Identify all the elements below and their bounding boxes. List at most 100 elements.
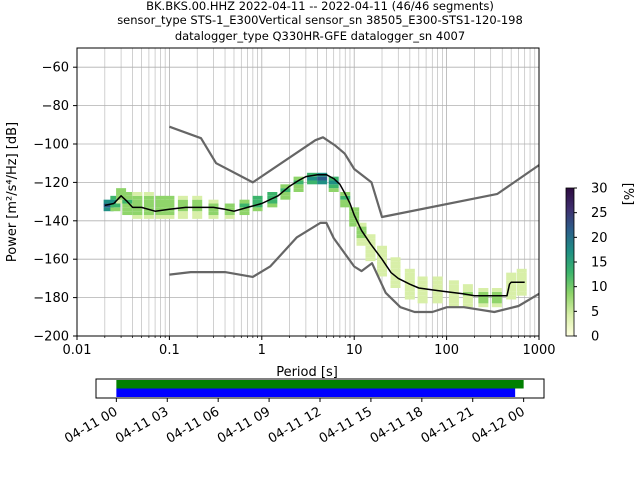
density-cell: [356, 234, 367, 239]
density-cell: [143, 203, 154, 208]
density-cell: [132, 211, 143, 216]
density-cell: [506, 295, 517, 300]
density-cell: [122, 192, 133, 196]
density-cell: [164, 203, 175, 208]
density-cell: [448, 280, 459, 285]
density-cell: [417, 295, 428, 300]
density-cell: [377, 268, 388, 273]
density-cell: [132, 195, 143, 200]
density-cell: [224, 207, 235, 212]
density-cell: [116, 195, 127, 200]
density-cell: [340, 199, 351, 204]
density-cell: [432, 299, 443, 304]
density-cell: [122, 203, 133, 208]
density-cell: [432, 280, 443, 285]
density-cell: [317, 176, 328, 181]
density-cell: [390, 280, 401, 285]
density-cell: [417, 291, 428, 296]
colorbar-tick-label: 15: [591, 256, 608, 271]
y-tick-label: −60: [42, 61, 69, 76]
density-cell: [224, 211, 235, 216]
density-cell: [252, 207, 263, 212]
density-cell: [356, 238, 367, 242]
timeline-tick-label: 04-11 21: [419, 404, 477, 446]
density-cell: [143, 215, 154, 219]
density-cell: [177, 195, 188, 200]
density-cell: [164, 199, 175, 204]
density-cell: [417, 284, 428, 288]
density-cell: [377, 264, 388, 269]
density-cell: [143, 195, 154, 200]
density-cell: [390, 261, 401, 265]
density-cell: [155, 211, 166, 216]
density-cell: [164, 215, 175, 219]
timeline-tick-label: 04-11 12: [266, 404, 324, 446]
density-cell: [122, 195, 133, 200]
density-cell: [432, 284, 443, 288]
density-cell: [390, 268, 401, 273]
density-cell: [155, 215, 166, 219]
plot-background: [77, 48, 539, 336]
density-cell: [478, 303, 489, 308]
density-cell: [280, 195, 291, 200]
density-cell: [239, 199, 250, 204]
x-tick-label: 1: [258, 343, 266, 358]
density-cell: [132, 207, 143, 212]
density-cell: [293, 180, 304, 185]
title-line-3: datalogger_type Q330HR-GFE datalogger_sn…: [175, 29, 465, 43]
density-cell: [267, 199, 278, 204]
density-cell: [132, 215, 143, 219]
y-tick-label: −140: [33, 214, 69, 229]
series-line-median: [104, 173, 525, 297]
timeline-tick-label: 04-11 00: [62, 404, 120, 446]
density-cell: [132, 199, 143, 204]
title-line-1: BK.BKS.00.HHZ 2022-04-11 -- 2022-04-11 (…: [146, 0, 494, 13]
density-cell: [103, 199, 114, 204]
density-cell: [208, 199, 219, 204]
density-cell: [365, 238, 376, 242]
density-cell: [432, 276, 443, 281]
density-cell: [328, 188, 339, 192]
density-cell: [224, 215, 235, 219]
density-cell: [192, 195, 203, 200]
colorbar-scale: [565, 187, 575, 337]
density-cell: [506, 276, 517, 281]
density-cell: [155, 203, 166, 208]
density-cell: [103, 203, 114, 208]
colorbar-tick-label: 10: [591, 280, 608, 295]
density-cell: [432, 291, 443, 296]
density-cell: [448, 303, 459, 308]
density-cell: [122, 207, 133, 212]
density-cell: [506, 288, 517, 292]
density-cell: [110, 195, 121, 200]
coverage-bar-2: [116, 388, 516, 397]
density-cell: [177, 207, 188, 212]
colorbar-tick-label: 5: [591, 305, 599, 320]
density-cell: [491, 288, 502, 292]
density-cell: [224, 203, 235, 208]
density-cell: [356, 226, 367, 231]
series-line-nhnm: [169, 125, 540, 219]
density-cell: [349, 207, 360, 212]
density-cell: [208, 211, 219, 216]
title-line-2: sensor_type STS-1_E300Vertical sensor_sn…: [117, 13, 523, 27]
density-cell: [506, 291, 517, 296]
density-cell: [365, 249, 376, 254]
ppsd-plot: 0.01 0.1 1 10 100 1000 −60 −80 −100 −120 −140 −160 −…: [33, 47, 556, 358]
density-cell: [155, 199, 166, 204]
density-cell: [404, 284, 415, 288]
density-cell: [478, 299, 489, 304]
density-cell: [293, 176, 304, 181]
density-cell: [516, 291, 527, 296]
density-cell: [349, 218, 360, 223]
density-cell: [143, 192, 154, 196]
density-cell: [491, 295, 502, 300]
density-cell: [340, 195, 351, 200]
density-cell: [293, 184, 304, 189]
density-cell: [365, 234, 376, 239]
series-line-nlnm: [169, 221, 540, 314]
density-cell: [377, 261, 388, 265]
density-cell: [516, 276, 527, 281]
density-cell: [448, 295, 459, 300]
